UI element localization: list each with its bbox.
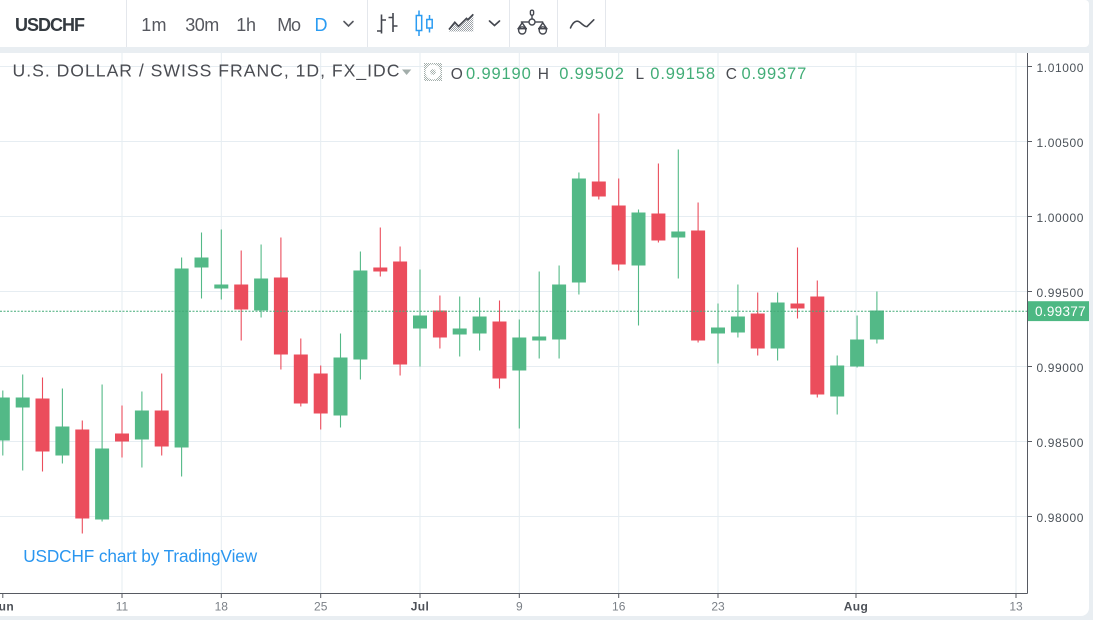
svg-text:Jul: Jul <box>411 599 430 613</box>
svg-text:23: 23 <box>711 599 725 613</box>
svg-text:0.99502: 0.99502 <box>559 64 625 82</box>
svg-text:9: 9 <box>516 599 523 613</box>
svg-text:0.98500: 0.98500 <box>1037 435 1085 449</box>
svg-text:0.99158: 0.99158 <box>650 64 716 82</box>
svg-text:C: C <box>726 65 737 82</box>
svg-text:L: L <box>636 65 645 82</box>
svg-text:0.98000: 0.98000 <box>1037 510 1085 524</box>
svg-text:0.99377: 0.99377 <box>1035 303 1086 318</box>
svg-text:USDCHF chart by TradingView: USDCHF chart by TradingView <box>23 545 258 565</box>
svg-text:18: 18 <box>215 599 229 613</box>
svg-text:1.00000: 1.00000 <box>1037 210 1085 224</box>
svg-text:0.99377: 0.99377 <box>742 64 808 82</box>
svg-text:Jun: Jun <box>0 599 14 613</box>
svg-text:1.00500: 1.00500 <box>1037 135 1085 149</box>
svg-text:16: 16 <box>612 599 626 613</box>
svg-text:0.99190: 0.99190 <box>466 64 532 82</box>
svg-text:11: 11 <box>116 599 129 613</box>
svg-text:13: 13 <box>1009 599 1023 613</box>
svg-text:0.99000: 0.99000 <box>1037 360 1085 374</box>
svg-text:1.01000: 1.01000 <box>1037 60 1085 74</box>
svg-text:U.S. DOLLAR / SWISS FRANC, 1D,: U.S. DOLLAR / SWISS FRANC, 1D, FX_IDC <box>13 60 401 81</box>
svg-text:H: H <box>538 65 549 82</box>
svg-text:O: O <box>451 65 463 82</box>
svg-text:Aug: Aug <box>844 599 869 613</box>
svg-text:0.99500: 0.99500 <box>1037 285 1085 299</box>
svg-text:25: 25 <box>314 599 328 613</box>
